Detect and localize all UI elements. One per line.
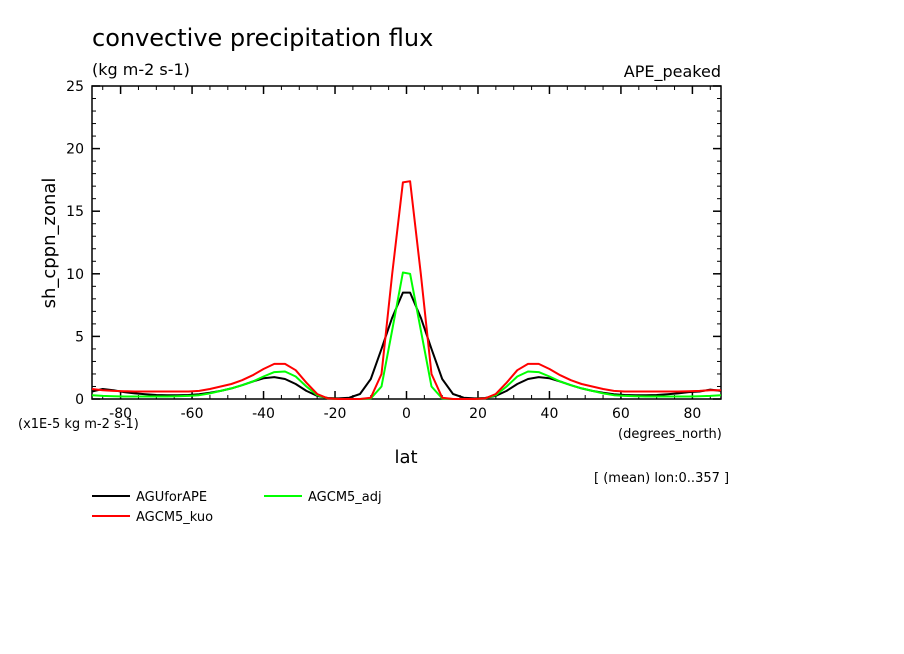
- legend-label-agcm5-kuo: AGCM5_kuo: [136, 510, 213, 525]
- x-tick-labels: -80 -60 -40 -20 0 20 40 60 80: [109, 406, 701, 422]
- x-tick-label: 40: [541, 406, 559, 422]
- chart-units: (kg m-2 s-1): [92, 60, 190, 79]
- y-tick-label: 0: [75, 392, 84, 408]
- series-lines: [91, 180, 722, 400]
- series-line-aguforape: [91, 291, 722, 400]
- x-tick-label: 60: [612, 406, 630, 422]
- series-line-agcm5-kuo: [91, 180, 721, 400]
- x-axis-units: (degrees_north): [618, 427, 722, 442]
- x-axis-title: lat: [394, 447, 417, 468]
- mean-note: [ (mean) lon:0..357 ]: [594, 471, 729, 486]
- x-tick-label: -20: [324, 406, 347, 422]
- y-tick-label: 15: [66, 204, 84, 220]
- chart-title: convective precipitation flux: [92, 24, 433, 52]
- plot-area: -80 -60 -40 -20 0 20 40 60 80 0 5 10 15 20 25: [66, 79, 722, 422]
- x-tick-label: 0: [402, 406, 411, 422]
- series-line-agcm5-adj: [91, 271, 722, 400]
- y-tick-label: 20: [66, 142, 84, 158]
- major-ticks: [92, 85, 721, 400]
- y-tick-label: 25: [66, 79, 84, 95]
- legend: AGUforAPE AGCM5_adj AGCM5_kuo: [92, 490, 382, 525]
- x-tick-label: 80: [683, 406, 701, 422]
- legend-label-aguforape: AGUforAPE: [136, 490, 207, 505]
- y-tick-labels: 0 5 10 15 20 25: [66, 79, 84, 408]
- plot-frame: [91, 85, 722, 400]
- y-tick-label: 10: [66, 267, 84, 283]
- y-tick-label: 5: [75, 329, 84, 345]
- x-tick-label: -60: [181, 406, 204, 422]
- y-axis-title: sh_cppn_zonal: [39, 178, 60, 309]
- minor-ticks: [92, 86, 721, 399]
- experiment-label: APE_peaked: [624, 62, 721, 82]
- legend-label-agcm5-adj: AGCM5_adj: [308, 490, 382, 505]
- x-tick-label: -80: [109, 406, 132, 422]
- x-tick-label: -40: [252, 406, 275, 422]
- x-tick-label: 20: [469, 406, 487, 422]
- y-scale-note: (x1E-5 kg m-2 s-1): [18, 417, 139, 432]
